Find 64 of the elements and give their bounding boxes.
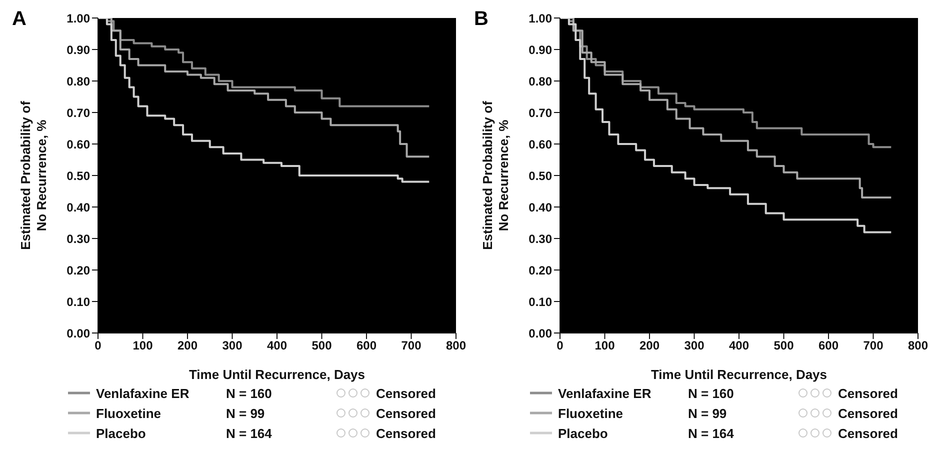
y-tick-label: 0.60 bbox=[66, 137, 90, 152]
y-tick-label: 0.30 bbox=[66, 232, 90, 246]
text: N = 160 bbox=[688, 386, 735, 400]
text: Censored bbox=[376, 426, 436, 440]
x-tick-label: 400 bbox=[266, 338, 288, 353]
y-tick-label: 0.50 bbox=[66, 168, 90, 183]
y-tick-label: 0.80 bbox=[528, 74, 552, 88]
y-tick-label: 0.40 bbox=[528, 200, 552, 214]
legend-label: Fluoxetine bbox=[558, 406, 624, 420]
x-tick-label: 100 bbox=[594, 338, 616, 353]
y-tick-label: 1.00 bbox=[528, 11, 552, 26]
y-tick-label: 0.90 bbox=[66, 42, 90, 57]
y-tick-label: 0.90 bbox=[528, 42, 552, 57]
y-tick-label: 0.30 bbox=[528, 232, 552, 246]
y-tick-label: 0.80 bbox=[66, 74, 90, 88]
x-tick-label: 200 bbox=[177, 338, 198, 353]
x-tick-label: 800 bbox=[908, 338, 928, 353]
x-tick-label: 300 bbox=[684, 338, 705, 353]
text: N = 99 bbox=[226, 406, 266, 420]
x-tick-label: 0 bbox=[94, 338, 102, 353]
y-tick-label: 0.10 bbox=[66, 294, 90, 309]
text: N = 160 bbox=[226, 386, 273, 400]
chart-title: A bbox=[12, 8, 26, 31]
y-tick-label: 0.20 bbox=[66, 263, 90, 278]
legend-label: Fluoxetine bbox=[96, 406, 162, 420]
y-tick-label: 0.10 bbox=[528, 294, 552, 309]
y-tick-label: 0.70 bbox=[528, 106, 552, 120]
legend-label: Placebo bbox=[96, 426, 147, 440]
text: Censored bbox=[838, 386, 898, 400]
x-tick-label: 0 bbox=[556, 338, 564, 353]
x-tick-label: 700 bbox=[401, 338, 422, 353]
y-tick-label: 0.50 bbox=[528, 168, 552, 183]
y-tick-label: 0.00 bbox=[66, 326, 90, 340]
x-tick-label: 700 bbox=[863, 338, 884, 353]
legend-label: Venlafaxine ER bbox=[96, 386, 190, 400]
x-tick-label: 800 bbox=[446, 338, 466, 353]
text: Censored bbox=[376, 406, 436, 420]
legend-label: Placebo bbox=[558, 426, 609, 440]
x-axis-title: Time Until Recurrence, Days bbox=[650, 367, 828, 382]
x-tick-label: 100 bbox=[132, 338, 154, 353]
y-tick-label: 0.00 bbox=[528, 326, 552, 340]
x-tick-label: 500 bbox=[312, 338, 332, 353]
y-tick-label: 1.00 bbox=[66, 11, 90, 26]
text: Censored bbox=[376, 386, 436, 400]
y-tick-label: 0.40 bbox=[66, 200, 90, 214]
text: N = 164 bbox=[226, 426, 273, 440]
x-tick-label: 600 bbox=[818, 338, 839, 353]
text: N = 99 bbox=[688, 406, 728, 420]
text: Censored bbox=[838, 426, 898, 440]
x-axis-title: Time Until Recurrence, Days bbox=[188, 367, 366, 382]
x-tick-label: 500 bbox=[774, 338, 794, 353]
y-axis-title: Estimated Probability of No Recurrence, % bbox=[480, 100, 511, 250]
y-tick-label: 0.60 bbox=[528, 137, 552, 152]
y-axis-title: Estimated Probability of No Recurrence, % bbox=[18, 100, 49, 250]
x-tick-label: 300 bbox=[222, 338, 243, 353]
x-tick-label: 200 bbox=[639, 338, 660, 353]
x-tick-label: 400 bbox=[728, 338, 750, 353]
text: Censored bbox=[838, 406, 898, 420]
legend-label: Venlafaxine ER bbox=[558, 386, 652, 400]
chart-title: B bbox=[474, 8, 488, 31]
y-tick-label: 0.20 bbox=[528, 263, 552, 278]
y-tick-label: 0.70 bbox=[66, 106, 90, 120]
text: N = 164 bbox=[688, 426, 735, 440]
x-tick-label: 600 bbox=[356, 338, 377, 353]
